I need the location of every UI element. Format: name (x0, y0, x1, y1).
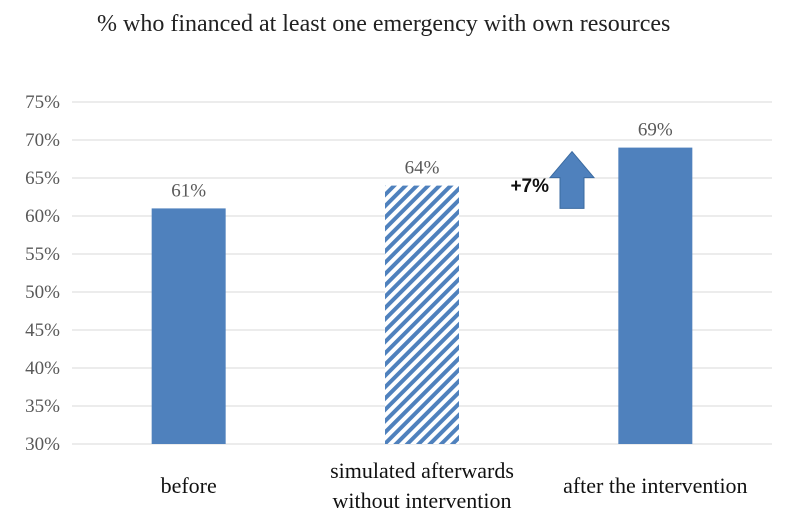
y-tick-label: 70% (25, 130, 60, 151)
bar (151, 208, 226, 444)
data-label: 61% (171, 180, 206, 201)
data-label: 64% (405, 158, 440, 179)
y-tick-label: 30% (25, 434, 60, 455)
bars (151, 147, 693, 444)
y-tick-label: 55% (25, 244, 60, 265)
y-tick-label: 60% (25, 206, 60, 227)
x-axis-categories: before simulated afterwards without interv… (161, 458, 748, 513)
bar (618, 147, 693, 444)
category-label: simulated afterwards (330, 458, 514, 483)
y-tick-label: 40% (25, 358, 60, 379)
y-tick-label: 75% (25, 92, 60, 113)
category-label: without intervention (332, 488, 511, 513)
up-arrow-icon (548, 150, 596, 209)
y-tick-label: 50% (25, 282, 60, 303)
y-tick-label: 45% (25, 320, 60, 341)
annotation: +7% (510, 150, 596, 209)
y-tick-label: 65% (25, 168, 60, 189)
y-axis-ticks: 30% 35% 40% 45% 50% 55% 60% 65% 70% 75% (25, 92, 60, 455)
y-tick-label: 35% (25, 396, 60, 417)
category-label: before (161, 473, 217, 498)
chart-title: % who financed at least one emergency wi… (97, 11, 671, 37)
data-labels: 61% 64% 69% (171, 120, 673, 202)
category-label: after the intervention (563, 473, 747, 498)
bar (385, 185, 459, 444)
data-label: 69% (638, 120, 673, 141)
annotation-label: +7% (510, 176, 549, 197)
